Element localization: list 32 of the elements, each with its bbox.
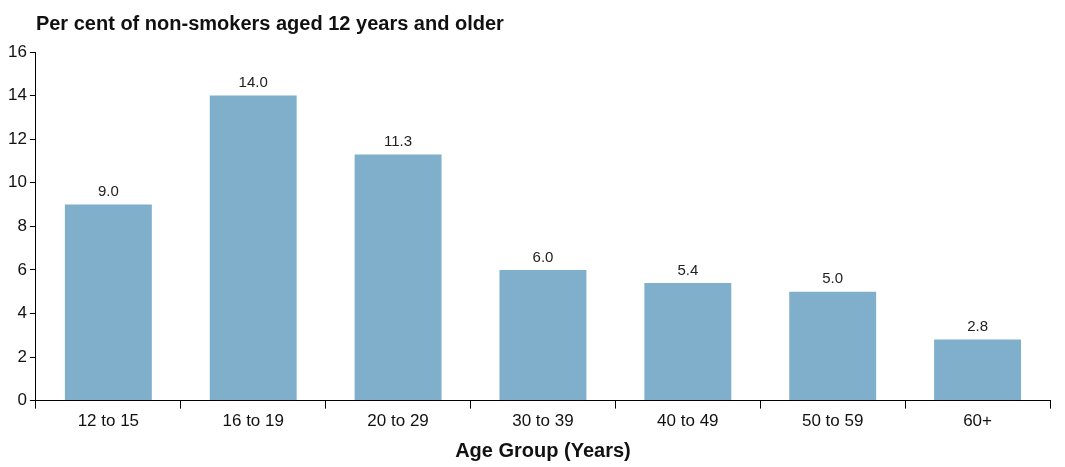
x-tick-label: 20 to 29 bbox=[367, 411, 429, 431]
y-tick-label: 12 bbox=[7, 128, 27, 148]
data-label: 6.0 bbox=[532, 247, 554, 265]
data-label: 9.0 bbox=[97, 182, 119, 200]
data-label: 11.3 bbox=[384, 132, 413, 150]
y-tick-label: 6 bbox=[17, 259, 27, 279]
x-axis-title: Age Group (Years) bbox=[455, 438, 631, 461]
x-tick-label: 12 to 15 bbox=[77, 411, 140, 431]
y-tick-label: 0 bbox=[17, 390, 27, 410]
bar bbox=[354, 154, 442, 401]
bar bbox=[934, 339, 1022, 401]
bar bbox=[209, 95, 297, 401]
bar bbox=[644, 282, 732, 401]
bar bbox=[499, 269, 587, 401]
y-tick-label: 4 bbox=[17, 303, 27, 323]
data-label: 5.0 bbox=[822, 269, 844, 287]
x-tick-label: 60+ bbox=[963, 411, 993, 431]
bar bbox=[789, 291, 877, 401]
x-tick-label: 50 to 59 bbox=[801, 411, 864, 431]
chart-title: Per cent of non-smokers aged 12 years and older bbox=[35, 12, 505, 34]
y-tick-label: 8 bbox=[17, 215, 27, 235]
y-tick-label: 2 bbox=[17, 346, 27, 366]
y-tick-label: 16 bbox=[7, 41, 27, 61]
y-tick-label: 14 bbox=[7, 85, 27, 105]
x-tick-label: 30 to 39 bbox=[512, 411, 574, 431]
x-tick-label: 16 to 19 bbox=[222, 411, 284, 431]
x-tick-label: 40 to 49 bbox=[657, 411, 719, 431]
bar bbox=[64, 204, 152, 401]
data-label: 5.4 bbox=[677, 260, 699, 278]
data-label: 2.8 bbox=[967, 317, 988, 335]
data-label: 14.0 bbox=[238, 73, 268, 91]
y-tick-label: 10 bbox=[7, 172, 27, 192]
